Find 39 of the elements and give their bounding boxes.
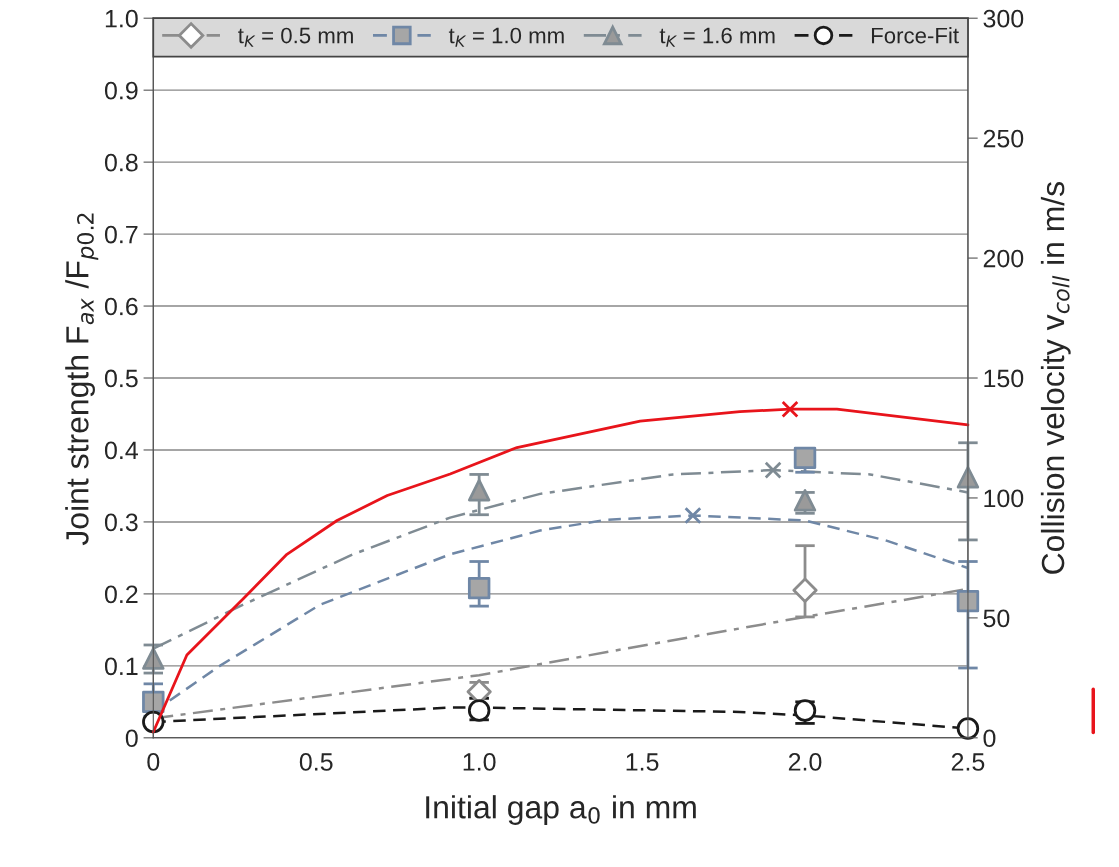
x-tick-label: 0.5 [299,753,333,771]
y-tick-label: 0.7 [104,225,138,244]
y2-tick-label: 50 [983,609,1010,628]
y-tick-label: 0.1 [104,657,138,676]
y-tick-label: 0.2 [104,585,138,604]
y-tick-label: 1.0 [105,9,138,28]
x-tick-label: 1.5 [626,753,659,771]
y-tick-label: 0.8 [104,153,138,172]
y-tick-label: 0 [125,729,138,748]
legend-label: t$_{K}$ = 0.5 mm [238,27,353,47]
y2-tick-label: 200 [983,249,1024,268]
x-tick-label: 2.5 [951,753,985,771]
y2-tick-label: 150 [984,369,1024,388]
point [142,647,165,670]
point [684,506,702,525]
y2-tick-label: 0 [983,729,996,748]
point [793,446,817,470]
point [467,479,491,502]
y-tick-label: 0.5 [104,369,138,388]
x-tick-label: 0 [147,753,160,771]
point [467,576,491,600]
point [792,577,818,603]
y-axis-title: Joint strength F$_{ax}$ /F$_{p0.2}$ [65,213,99,546]
x-tick-label: 1.0 [463,753,496,771]
point [764,461,782,479]
y-tick-label: 0.9 [104,81,138,100]
legend-label: Force-Fit [871,27,959,44]
x-tick-label: 2.0 [788,753,822,771]
y2-tick-label: 250 [983,129,1024,148]
y2-tick-label: 100 [984,489,1024,508]
y2-tick-label: 300 [983,9,1024,28]
legend-label: t$_{K}$ = 1.0 mm [448,27,564,47]
x-axis-title: Initial gap a$_{0}$ in mm [426,795,696,825]
y2-axis-title: Collision velocity v$_{coll}$ in m/s [1040,181,1071,574]
y-tick-label: 0.3 [104,513,138,532]
y-tick-label: 0.4 [104,441,138,460]
y-tick-label: 0.6 [104,297,138,316]
point [956,717,980,740]
legend-label: t$_{K}$ = 1.6 mm [659,27,775,47]
